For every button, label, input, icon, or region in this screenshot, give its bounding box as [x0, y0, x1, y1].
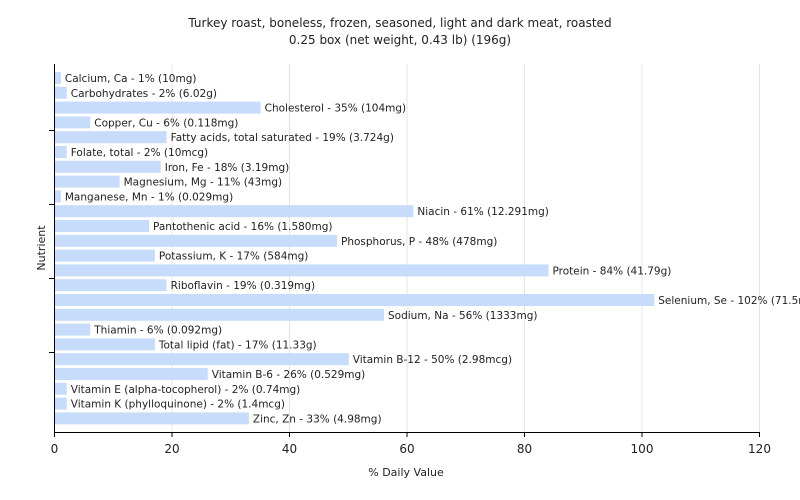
bar: [55, 412, 249, 425]
bar: [55, 205, 414, 218]
bar-label: Riboflavin - 19% (0.319mg): [171, 280, 315, 292]
bar-label: Total lipid (fat) - 17% (11.33g): [158, 339, 317, 351]
bar: [55, 146, 67, 158]
bars: Calcium, Ca - 1% (10mg) Carbohydrates - 2…: [55, 72, 800, 425]
bar-label: Vitamin K (phylloquinone) - 2% (1.4mcg): [71, 399, 285, 411]
x-tick-label: 60: [399, 442, 414, 456]
x-tick-label: 120: [748, 442, 771, 456]
bar-label: Iron, Fe - 18% (3.19mg): [165, 162, 289, 174]
bar-label: Niacin - 61% (12.291mg): [417, 206, 549, 218]
x-tick-label: 20: [164, 442, 179, 456]
bar-label: Sodium, Na - 56% (1333mg): [388, 310, 537, 322]
bar: [55, 220, 149, 232]
bar: [55, 249, 155, 262]
bar-label: Protein - 84% (41.79g): [553, 265, 672, 277]
bar: [55, 353, 349, 366]
axes: 0 20 40 60 80 100 120: [49, 64, 771, 456]
bar-label: Magnesium, Mg - 11% (43mg): [124, 177, 283, 189]
x-axis-label: % Daily Value: [368, 466, 444, 479]
bar: [55, 382, 67, 395]
chart-subtitle: 0.25 box (net weight, 0.43 lb) (196g): [289, 33, 511, 47]
bar: [55, 72, 61, 84]
x-tick-label: 40: [282, 442, 297, 456]
bar: [55, 338, 155, 351]
bar: [55, 294, 655, 306]
bar: [55, 368, 208, 380]
bar-label: Selenium, Se - 102% (71.5mcg): [658, 295, 800, 307]
bar: [55, 101, 261, 114]
bar: [55, 160, 161, 173]
bar-label: Calcium, Ca - 1% (10mg): [65, 73, 197, 85]
bar-label: Thiamin - 6% (0.092mg): [93, 325, 222, 337]
bar-label: Potassium, K - 17% (584mg): [159, 251, 309, 263]
bar-label: Vitamin B-12 - 50% (2.98mcg): [353, 354, 512, 366]
bar: [55, 308, 384, 321]
bar: [55, 116, 91, 129]
bar-label: Copper, Cu - 6% (0.118mg): [94, 117, 238, 129]
bar-label: Vitamin E (alpha-tocopherol) - 2% (0.74m…: [71, 384, 301, 396]
bar-label: Cholesterol - 35% (104mg): [265, 103, 407, 115]
bar-label: Pantothenic acid - 16% (1.580mg): [153, 221, 332, 233]
bar-label: Folate, total - 2% (10mcg): [71, 147, 208, 159]
x-tick-label: 80: [517, 442, 532, 456]
bar-label: Vitamin B-6 - 26% (0.529mg): [212, 369, 366, 381]
chart-title: Turkey roast, boneless, frozen, seasoned…: [187, 16, 611, 30]
bar-label: Phosphorus, P - 48% (478mg): [341, 236, 497, 248]
bar: [55, 175, 120, 188]
x-tick-label: 0: [51, 442, 59, 456]
x-tick-label: 100: [631, 442, 654, 456]
bar-label: Carbohydrates - 2% (6.02g): [71, 88, 217, 100]
bar: [55, 279, 167, 292]
bar: [55, 264, 549, 277]
bar: [55, 131, 167, 144]
y-axis-label: Nutrient: [35, 225, 48, 271]
bar: [55, 190, 61, 203]
bar: [55, 234, 337, 247]
bar-label: Zinc, Zn - 33% (4.98mg): [253, 413, 382, 425]
bar-label: Manganese, Mn - 1% (0.029mg): [65, 191, 233, 203]
bar: [55, 397, 67, 410]
bar: [55, 86, 67, 99]
bar-label: Fatty acids, total saturated - 19% (3.72…: [171, 132, 394, 144]
bar: [55, 323, 91, 336]
